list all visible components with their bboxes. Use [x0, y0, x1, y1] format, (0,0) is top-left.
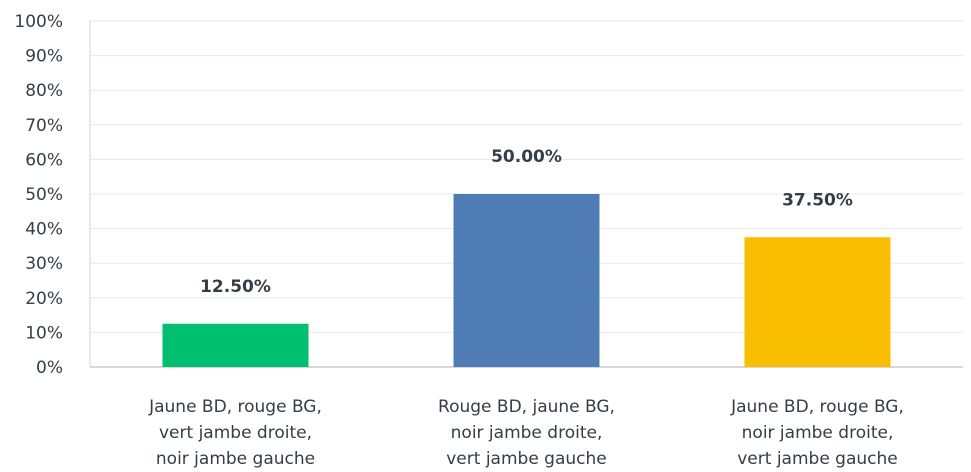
x-category-label: vert jambe droite, — [159, 423, 312, 443]
x-category-label: Jaune BD, rouge BG, — [148, 397, 322, 417]
y-tick-label: 50% — [25, 185, 63, 205]
x-category-label: Jaune BD, rouge BG, — [730, 397, 904, 417]
data-label: 12.50% — [200, 277, 271, 297]
y-tick-label: 100% — [14, 12, 63, 32]
x-category-label: vert jambe gauche — [446, 449, 607, 469]
y-tick-label: 30% — [25, 254, 63, 274]
bar — [744, 237, 891, 367]
x-category-label: noir jambe droite, — [742, 423, 894, 443]
data-label: 37.50% — [782, 190, 853, 210]
bar — [453, 194, 600, 367]
x-category-label: vert jambe gauche — [737, 449, 898, 469]
data-label: 50.00% — [491, 147, 562, 167]
x-category-label: noir jambe droite, — [451, 423, 603, 443]
x-category-label: Rouge BD, jaune BG, — [438, 397, 615, 417]
y-tick-label: 70% — [25, 116, 63, 136]
y-tick-label: 0% — [36, 358, 63, 378]
y-tick-label: 40% — [25, 220, 63, 240]
y-tick-label: 80% — [25, 81, 63, 101]
y-tick-label: 10% — [25, 323, 63, 343]
x-category-label: noir jambe gauche — [156, 449, 315, 469]
bar — [162, 323, 309, 367]
y-tick-label: 60% — [25, 150, 63, 170]
y-tick-label: 90% — [25, 47, 63, 67]
y-tick-label: 20% — [25, 289, 63, 309]
